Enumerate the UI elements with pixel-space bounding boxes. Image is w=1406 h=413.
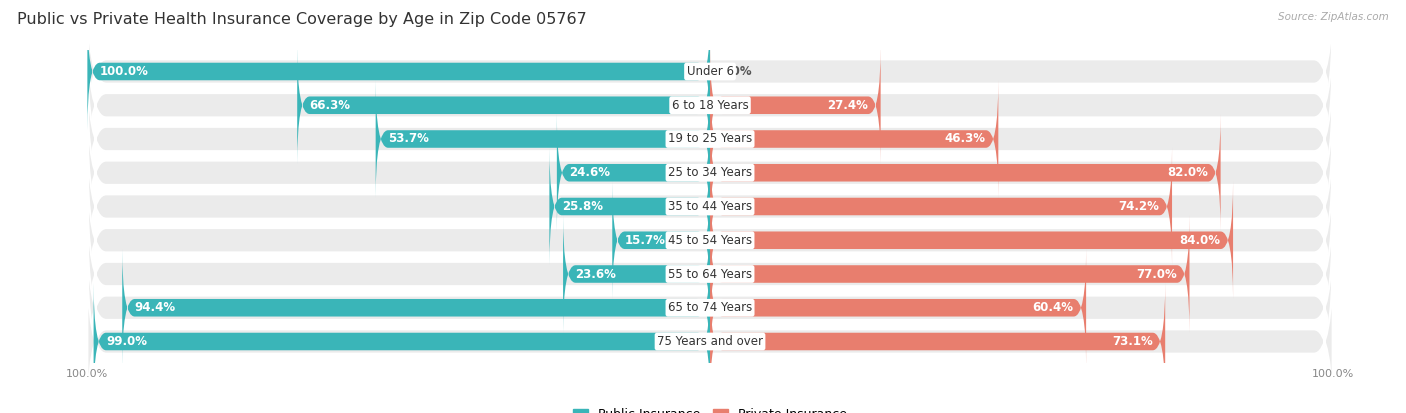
Legend: Public Insurance, Private Insurance: Public Insurance, Private Insurance xyxy=(568,403,852,413)
FancyBboxPatch shape xyxy=(87,84,1333,262)
FancyBboxPatch shape xyxy=(710,283,1166,400)
Text: Source: ZipAtlas.com: Source: ZipAtlas.com xyxy=(1278,12,1389,22)
FancyBboxPatch shape xyxy=(612,182,710,299)
Text: 6 to 18 Years: 6 to 18 Years xyxy=(672,99,748,112)
FancyBboxPatch shape xyxy=(87,252,1333,413)
Text: 65 to 74 Years: 65 to 74 Years xyxy=(668,301,752,314)
FancyBboxPatch shape xyxy=(375,80,710,198)
Text: 84.0%: 84.0% xyxy=(1180,234,1220,247)
FancyBboxPatch shape xyxy=(710,249,1085,366)
Text: 94.4%: 94.4% xyxy=(135,301,176,314)
Text: 74.2%: 74.2% xyxy=(1119,200,1160,213)
FancyBboxPatch shape xyxy=(87,117,1333,296)
Text: 55 to 64 Years: 55 to 64 Years xyxy=(668,268,752,280)
FancyBboxPatch shape xyxy=(557,114,710,231)
FancyBboxPatch shape xyxy=(122,249,710,366)
FancyBboxPatch shape xyxy=(87,185,1333,363)
FancyBboxPatch shape xyxy=(710,47,880,164)
Text: 45 to 54 Years: 45 to 54 Years xyxy=(668,234,752,247)
Text: 25 to 34 Years: 25 to 34 Years xyxy=(668,166,752,179)
Text: 15.7%: 15.7% xyxy=(624,234,665,247)
FancyBboxPatch shape xyxy=(710,114,1220,231)
Text: 19 to 25 Years: 19 to 25 Years xyxy=(668,133,752,145)
FancyBboxPatch shape xyxy=(710,182,1233,299)
Text: 46.3%: 46.3% xyxy=(945,133,986,145)
FancyBboxPatch shape xyxy=(710,80,998,198)
FancyBboxPatch shape xyxy=(87,16,1333,195)
FancyBboxPatch shape xyxy=(87,218,1333,397)
Text: 77.0%: 77.0% xyxy=(1136,268,1177,280)
Text: 27.4%: 27.4% xyxy=(827,99,868,112)
FancyBboxPatch shape xyxy=(94,283,710,400)
FancyBboxPatch shape xyxy=(87,0,1333,161)
FancyBboxPatch shape xyxy=(550,148,710,265)
FancyBboxPatch shape xyxy=(710,148,1173,265)
Text: Under 6: Under 6 xyxy=(686,65,734,78)
Text: 100.0%: 100.0% xyxy=(100,65,149,78)
Text: 82.0%: 82.0% xyxy=(1167,166,1208,179)
Text: 99.0%: 99.0% xyxy=(105,335,148,348)
Text: Public vs Private Health Insurance Coverage by Age in Zip Code 05767: Public vs Private Health Insurance Cover… xyxy=(17,12,586,27)
FancyBboxPatch shape xyxy=(562,215,710,333)
Text: 75 Years and over: 75 Years and over xyxy=(657,335,763,348)
FancyBboxPatch shape xyxy=(87,13,710,130)
Text: 66.3%: 66.3% xyxy=(309,99,350,112)
Text: 23.6%: 23.6% xyxy=(575,268,616,280)
Text: 0.0%: 0.0% xyxy=(720,65,752,78)
Text: 53.7%: 53.7% xyxy=(388,133,429,145)
FancyBboxPatch shape xyxy=(297,47,710,164)
Text: 25.8%: 25.8% xyxy=(562,200,603,213)
FancyBboxPatch shape xyxy=(710,215,1189,333)
FancyBboxPatch shape xyxy=(87,151,1333,329)
Text: 73.1%: 73.1% xyxy=(1112,335,1153,348)
Text: 35 to 44 Years: 35 to 44 Years xyxy=(668,200,752,213)
FancyBboxPatch shape xyxy=(87,50,1333,228)
Text: 24.6%: 24.6% xyxy=(569,166,610,179)
Text: 60.4%: 60.4% xyxy=(1032,301,1074,314)
